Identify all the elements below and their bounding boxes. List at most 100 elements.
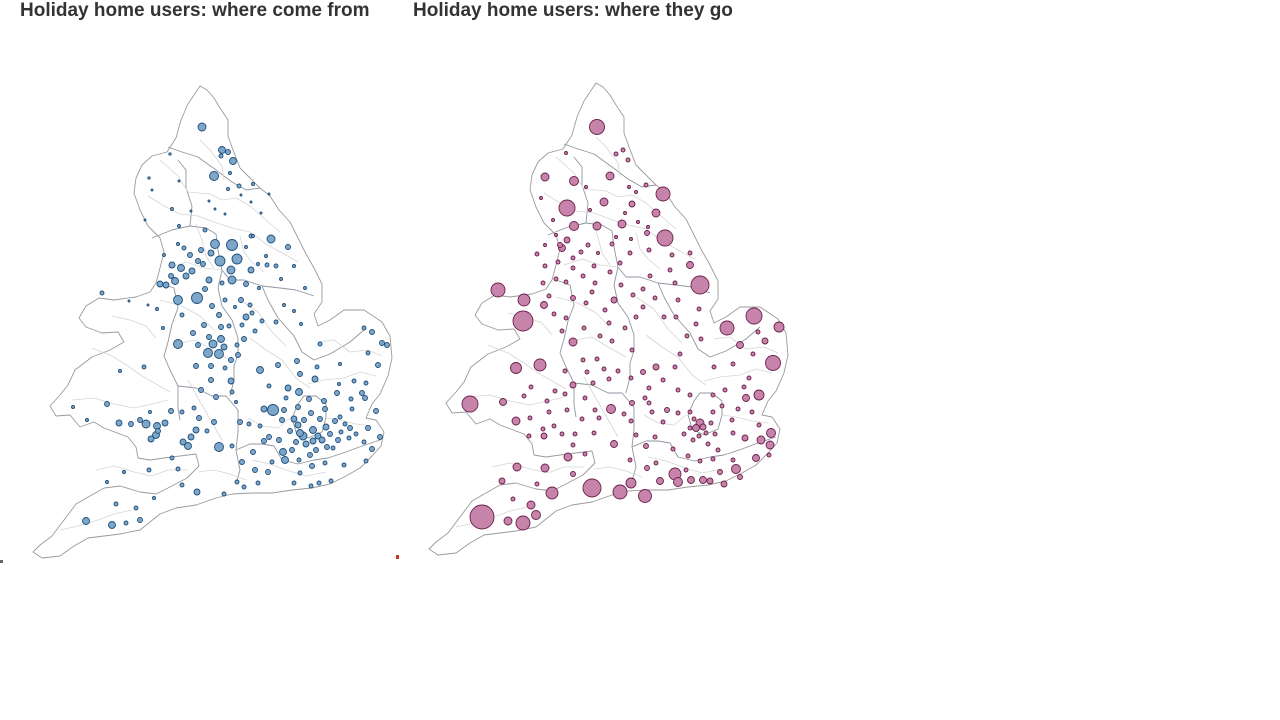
map-dot: [359, 390, 365, 396]
map-dot: [596, 251, 600, 255]
map-dot: [241, 484, 247, 490]
map-dot: [213, 207, 217, 211]
map-dot: [266, 434, 272, 440]
map-dot: [627, 185, 631, 189]
map-dot: [231, 253, 243, 265]
map-dot: [122, 470, 126, 474]
map-dot: [204, 428, 210, 434]
map-dot: [552, 388, 558, 394]
map-dot: [338, 362, 342, 366]
map-dot: [208, 363, 214, 369]
map-dot: [341, 462, 347, 468]
map-dot: [234, 479, 240, 485]
map-dot: [766, 428, 776, 438]
map-dot: [633, 314, 639, 320]
map-dot: [675, 297, 681, 303]
map-dot: [629, 347, 635, 353]
map-dot: [563, 315, 569, 321]
map-dot: [223, 212, 227, 216]
map-dot: [591, 430, 597, 436]
map-dot: [228, 171, 232, 175]
map-dot: [606, 376, 612, 382]
map-dot: [545, 486, 559, 500]
map-dot: [222, 365, 228, 371]
map-dot: [234, 400, 238, 404]
map-dot: [746, 375, 752, 381]
map-dot: [267, 404, 279, 416]
map-dot: [127, 299, 131, 303]
legend-mark: [0, 560, 3, 563]
map-dot: [644, 465, 650, 471]
map-dot: [317, 341, 323, 347]
map-dot: [543, 243, 547, 247]
map-dot: [584, 185, 588, 189]
map-dot: [324, 444, 330, 450]
map-dot: [295, 404, 301, 410]
map-dot: [687, 392, 693, 398]
map-dot: [589, 289, 595, 295]
map-dot: [558, 199, 576, 217]
map-dot: [335, 437, 341, 443]
map-dot: [250, 449, 256, 455]
map-dot: [687, 250, 693, 256]
map-dot: [606, 404, 616, 414]
map-dot: [148, 410, 152, 414]
legend-mark: [396, 555, 399, 559]
map-dot: [303, 286, 307, 290]
map-dot: [741, 434, 749, 442]
map-dot: [705, 441, 711, 447]
origins-map-panel: Holiday home users: where come from: [0, 0, 393, 570]
map-dot: [677, 351, 683, 357]
map-dot: [301, 417, 307, 423]
origin-dots: [71, 122, 390, 529]
map-dot: [498, 477, 506, 485]
map-dot: [123, 520, 129, 526]
map-dot: [279, 417, 285, 423]
map-dot: [209, 171, 219, 181]
map-dot: [219, 280, 225, 286]
map-dot: [257, 423, 263, 429]
map-dot: [551, 311, 557, 317]
map-dot: [198, 247, 204, 253]
map-dot: [512, 310, 534, 332]
map-dot: [534, 481, 540, 487]
map-dot: [540, 280, 546, 286]
map-dot: [361, 439, 367, 445]
map-dot: [216, 312, 222, 318]
map-dot: [279, 448, 287, 456]
map-dot: [563, 452, 573, 462]
map-dot: [384, 342, 390, 348]
map-dot: [581, 325, 587, 331]
map-dot: [128, 421, 134, 427]
map-dot: [621, 411, 627, 417]
map-dot: [544, 398, 550, 404]
map-dot: [239, 322, 245, 328]
map-dot: [233, 305, 237, 309]
map-dot: [251, 182, 255, 186]
map-dot: [234, 342, 240, 348]
map-dot: [540, 172, 550, 182]
map-dot: [170, 207, 174, 211]
map-dot: [104, 401, 110, 407]
map-dot: [256, 262, 260, 266]
map-dot: [609, 338, 615, 344]
map-dot: [729, 417, 735, 423]
map-dot: [570, 265, 576, 271]
map-dot: [297, 470, 303, 476]
map-dot: [226, 239, 238, 251]
map-dot: [742, 394, 750, 402]
map-dot: [687, 409, 693, 415]
map-dot: [296, 429, 304, 437]
map-dot: [147, 176, 151, 180]
map-dot: [227, 377, 235, 385]
map-dot: [756, 435, 766, 445]
map-dot: [499, 398, 507, 406]
map-dot: [640, 369, 646, 375]
map-dot: [235, 352, 241, 358]
map-dot: [625, 157, 631, 163]
map-dot: [720, 480, 728, 488]
map-dot: [191, 405, 197, 411]
map-dot: [255, 480, 261, 486]
map-dot: [267, 192, 271, 196]
map-dot: [755, 329, 761, 335]
